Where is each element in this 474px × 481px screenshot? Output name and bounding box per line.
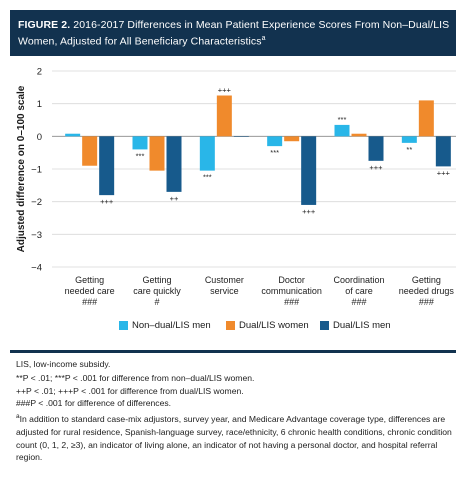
figure-title-text: 2016-2017 Differences in Mean Patient Ex… (18, 19, 450, 48)
figure-notes: LIS, low-income subsidy. **P < .01; ***P… (16, 358, 456, 464)
figure-label: FIGURE 2. (18, 19, 71, 31)
data-label: ++ (170, 194, 179, 203)
x-tick-label: Coordination (333, 275, 384, 285)
x-tick-label: Getting (75, 275, 104, 285)
bar-chart: 2 1 0 −1 −2 −3 −4 Adjusted difference on 0–100 … (16, 67, 456, 307)
legend-swatch-dual-men (320, 321, 329, 330)
bar (435, 136, 451, 167)
legend-label-dual-women: Dual/LIS women (239, 320, 309, 331)
x-tick-label: Customer (205, 275, 244, 285)
data-label: +++ (302, 207, 316, 216)
bar (301, 136, 317, 205)
bar (149, 136, 165, 171)
bar (99, 136, 115, 196)
chart-legend: Non–dual/LIS men Dual/LIS women Dual/LIS… (0, 320, 474, 336)
footnote-text: In addition to standard case-mix adjusto… (16, 414, 452, 463)
figure-header: FIGURE 2. 2016-2017 Differences in Mean … (10, 10, 456, 56)
x-tick-label: Getting (142, 275, 171, 285)
bar (166, 136, 182, 192)
data-label: *** (136, 151, 145, 160)
x-tick-label: ### (82, 297, 97, 307)
legend-swatch-dual-women (226, 321, 235, 330)
bar (368, 136, 384, 161)
x-tick-label: # (154, 297, 159, 307)
data-label: +++ (218, 86, 232, 95)
note-lis: LIS, low-income subsidy. (16, 359, 111, 369)
data-label: *** (270, 148, 279, 157)
bar (334, 124, 350, 137)
legend-item-dual-women: Dual/LIS women (226, 320, 309, 331)
x-tick-label: care quickly (133, 286, 181, 296)
x-tick-label: ### (284, 297, 299, 307)
bar (284, 136, 300, 142)
data-label: +++ (437, 168, 451, 177)
legend-item-dual-men: Dual/LIS men (320, 320, 391, 331)
bar (199, 136, 215, 171)
y-tick-label: −1 (31, 165, 42, 176)
note-footnote: aIn addition to standard case-mix adjust… (16, 411, 456, 464)
x-tick-label: ### (351, 297, 366, 307)
bar (216, 95, 232, 137)
bar (132, 136, 148, 150)
x-tick-label: of care (345, 286, 373, 296)
x-tick-label: Getting (412, 275, 441, 285)
data-label: +++ (100, 197, 114, 206)
legend-item-non-dual-men: Non–dual/LIS men (119, 320, 211, 331)
x-tick-label: service (210, 286, 239, 296)
divider-rule (10, 350, 456, 353)
bar (233, 136, 249, 137)
note-difference-of-differences: ###P < .001 for difference of difference… (16, 398, 172, 409)
y-tick-label: 0 (37, 132, 42, 143)
x-tick-label: Doctor (278, 275, 305, 285)
legend-label-non-dual-men: Non–dual/LIS men (132, 320, 211, 331)
legend-swatch-non-dual-men (119, 321, 128, 330)
x-tick-label: needed care (65, 286, 115, 296)
data-label: *** (338, 115, 347, 124)
bar (267, 136, 283, 147)
x-tick-label: communication (261, 286, 322, 296)
bar (65, 133, 81, 137)
y-axis-label: Adjusted difference on 0–100 scale (16, 85, 27, 252)
legend-label-dual-men: Dual/LIS men (333, 320, 391, 331)
figure-title-superscript: a (261, 35, 266, 42)
y-tick-label: −3 (31, 230, 42, 241)
data-label: *** (203, 173, 212, 182)
note-significance-women: **P < .01; ***P < .001 for difference fr… (16, 372, 255, 383)
bar (351, 133, 367, 137)
bar (418, 100, 434, 137)
footnote-mark: a (16, 413, 20, 421)
figure-title: FIGURE 2. 2016-2017 Differences in Mean … (18, 18, 450, 49)
data-label: ** (406, 145, 412, 154)
y-tick-label: 1 (37, 99, 42, 110)
bar (82, 136, 98, 166)
y-tick-label: −2 (31, 197, 42, 208)
y-tick-label: 2 (37, 67, 42, 78)
bar (401, 136, 417, 143)
x-tick-label: ### (419, 297, 434, 307)
x-tick-label: needed drugs (399, 286, 455, 296)
y-tick-label: −4 (31, 263, 42, 274)
data-label: +++ (369, 163, 383, 172)
note-significance-dual-women: ++P < .01; +++P < .001 for difference fr… (16, 385, 244, 396)
